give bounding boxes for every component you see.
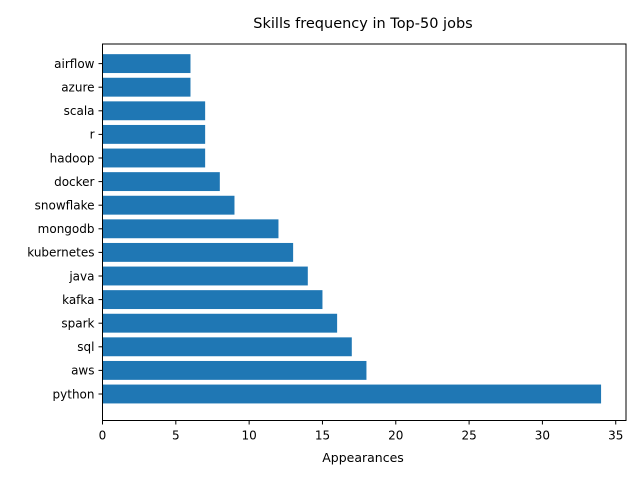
x-tick-label-30: 30 — [535, 429, 550, 443]
bar-python — [102, 384, 602, 404]
x-tick-label-5: 5 — [172, 429, 180, 443]
bar-hadoop — [102, 148, 206, 168]
y-tick-label-mongodb: mongodb — [38, 222, 95, 236]
y-tick-label-airflow: airflow — [54, 57, 95, 71]
x-axis-label: Appearances — [322, 450, 404, 465]
plot-area-frame — [102, 43, 627, 421]
bar-airflow — [102, 54, 191, 74]
bar-snowflake — [102, 195, 235, 215]
x-tick-label-25: 25 — [461, 429, 476, 443]
bar-scala — [102, 101, 206, 121]
bar-aws — [102, 360, 367, 380]
y-tick-label-docker: docker — [54, 175, 94, 189]
x-tick-label-20: 20 — [388, 429, 403, 443]
bar-sql — [102, 337, 352, 357]
bar-mongodb — [102, 219, 279, 239]
y-tick-label-spark: spark — [61, 317, 94, 331]
bar-kafka — [102, 290, 323, 310]
bar-azure — [102, 77, 191, 97]
y-tick-label-snowflake: snowflake — [35, 199, 95, 213]
bar-kubernetes — [102, 242, 294, 262]
bar-docker — [102, 172, 220, 192]
bar-java — [102, 266, 308, 286]
y-axis-ticks: python aws sql spark kafka java kubernetes mong… — [27, 57, 103, 401]
x-tick-label-15: 15 — [315, 429, 330, 443]
y-tick-label-python: python — [53, 387, 95, 401]
bar-spark — [102, 313, 338, 333]
y-tick-label-kafka: kafka — [62, 293, 94, 307]
y-tick-label-kubernetes: kubernetes — [27, 246, 94, 260]
y-tick-label-sql: sql — [77, 340, 94, 354]
y-tick-label-r: r — [90, 128, 95, 142]
y-tick-label-azure: azure — [61, 81, 94, 95]
x-tick-label-10: 10 — [241, 429, 256, 443]
y-tick-label-java: java — [68, 269, 94, 283]
x-tick-label-35: 35 — [608, 429, 623, 443]
y-tick-label-aws: aws — [71, 364, 94, 378]
bar-r — [102, 124, 206, 144]
y-tick-label-hadoop: hadoop — [50, 151, 95, 165]
chart-title: Skills frequency in Top-50 jobs — [253, 16, 472, 32]
x-tick-label-0: 0 — [99, 429, 107, 443]
x-axis-ticks: 0 5 10 15 20 25 30 35 — [99, 420, 623, 443]
bars-group — [102, 54, 602, 404]
y-tick-label-scala: scala — [64, 104, 95, 118]
